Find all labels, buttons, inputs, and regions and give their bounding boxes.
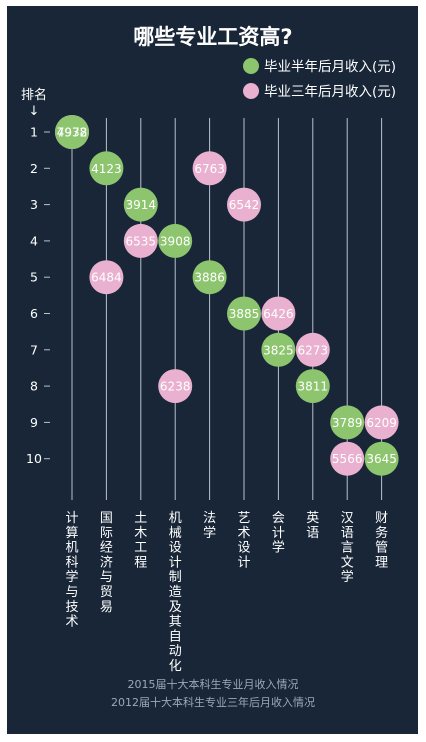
point-value-label: 3914: [126, 198, 157, 212]
category-label: 土木工程: [134, 511, 147, 570]
chart-title: 哪些专业工资高?: [133, 25, 292, 49]
category-label: 英语: [306, 511, 319, 541]
point-value-label: 3886: [194, 271, 225, 285]
rank-tick-label: 3: [30, 197, 38, 212]
rank-tick-label: 10: [26, 451, 42, 466]
green-point: [330, 405, 365, 440]
pink-point: [123, 223, 158, 258]
rank-tick-label: 4: [30, 233, 38, 248]
data-points: 7932 6763 6542 6535 6484 6426 6273 6238 6209 5566…: [55, 115, 399, 476]
category-label: 会计学: [272, 511, 285, 556]
rank-axis: 1 2 3 4 5 6 7 8 9 10: [26, 125, 50, 466]
green-point: [123, 187, 158, 222]
point-value-label: 6763: [194, 162, 225, 176]
point-value-label: 3645: [366, 452, 397, 466]
point-value-label: 6238: [160, 380, 191, 394]
legend: 毕业半年后月收入(元) 毕业三年后月收入(元): [243, 58, 396, 100]
point-value-label: 6542: [229, 198, 260, 212]
rank-tick-label: 6: [30, 306, 38, 321]
rank-tick-label: 8: [30, 379, 38, 394]
category-label: 财务管理: [375, 511, 388, 570]
pink-point: [295, 332, 330, 367]
category-label: 汉语言文学: [341, 511, 354, 585]
point-value-label: 6535: [126, 234, 157, 248]
rank-label: 排名: [21, 87, 47, 103]
legend-green-label: 毕业半年后月收入(元): [264, 59, 396, 75]
point-value-label: 6426: [263, 307, 294, 321]
point-value-label: 7932: [57, 126, 88, 140]
footnote-2: 2012届十大本科生专业三年后月收入情况: [111, 695, 315, 709]
green-point: [55, 115, 89, 149]
pink-point: [261, 296, 296, 331]
point-value-label: 3811: [298, 380, 329, 394]
point-value-label: 3885: [229, 307, 260, 321]
category-label: 国际经济与贸易: [100, 511, 113, 615]
rank-tick-label: 9: [30, 415, 38, 430]
rank-arrow: ↓: [29, 104, 40, 119]
point-value-label: 4123: [91, 162, 122, 176]
rank-tick-label: 1: [30, 125, 38, 140]
green-point: [364, 441, 399, 476]
rank-tick-label: 5: [30, 270, 38, 285]
pink-point: [330, 441, 365, 476]
point-value-label: 3825: [263, 343, 294, 357]
pink-point: [364, 405, 399, 440]
pink-point: [192, 151, 227, 186]
point-value-label: 5566: [332, 452, 363, 466]
green-point: [227, 296, 261, 331]
pink-point: [227, 187, 261, 222]
green-point: [158, 223, 193, 258]
rank-tick-label: 2: [30, 161, 38, 176]
pink-point: [158, 369, 193, 404]
rank-tick-label: 7: [30, 342, 38, 357]
category-label: 艺术设计: [237, 511, 250, 570]
point-value-label: 4978: [57, 126, 88, 140]
point-value-label: 6209: [366, 416, 397, 430]
green-point: [295, 369, 330, 404]
green-point: [192, 260, 227, 295]
category-label: 机械设计制造及其自动化: [169, 511, 182, 674]
legend-green-dot: [243, 58, 259, 74]
point-value-label: 3908: [160, 234, 191, 248]
pink-point: [89, 260, 124, 295]
category-labels: 计算机科学与技术 国际经济与贸易 土木工程 机械设计制造及其自动化 法学 艺术设计 会计学 英…: [65, 511, 388, 674]
point-value-label: 6273: [298, 343, 329, 357]
category-label: 法学: [203, 511, 216, 541]
point-value-label: 6484: [91, 271, 122, 285]
green-point: [89, 151, 124, 186]
category-label: 计算机科学与技术: [65, 511, 78, 630]
green-point: [261, 332, 296, 367]
footnote-1: 2015届十大本科生专业月收入情况: [128, 677, 299, 691]
point-value-label: 3789: [332, 416, 363, 430]
legend-pink-label: 毕业三年后月收入(元): [264, 84, 396, 100]
legend-pink-dot: [243, 83, 259, 99]
